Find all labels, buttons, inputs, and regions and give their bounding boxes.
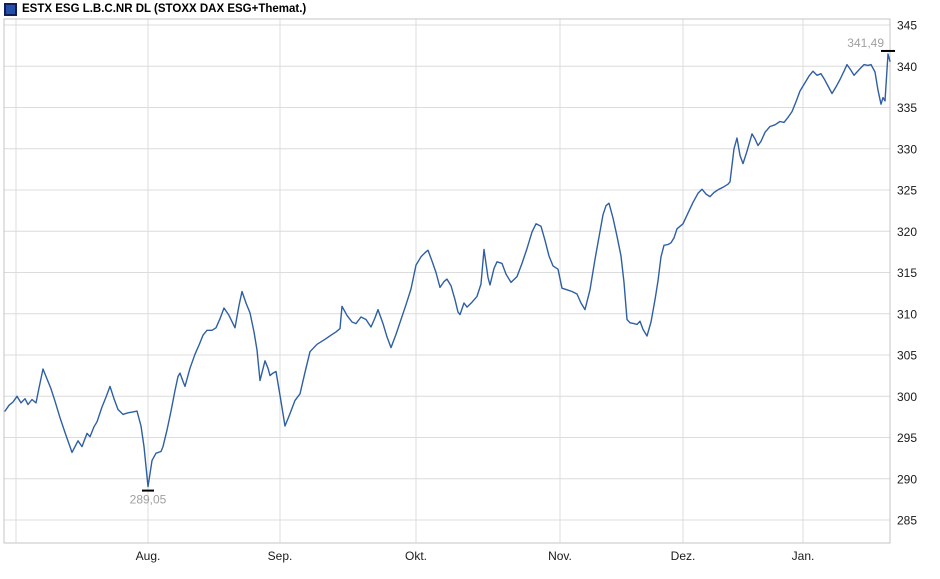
y-axis-label: 330: [897, 142, 917, 156]
y-axis-label: 325: [897, 184, 917, 198]
x-axis-label: Aug.: [136, 549, 161, 563]
y-axis-label: 335: [897, 101, 917, 115]
chart-header: ESTX ESG L.B.C.NR DL (STOXX DAX ESG+Them…: [4, 2, 306, 16]
y-axis-label: 315: [897, 266, 917, 280]
price-line: [4, 53, 891, 488]
chart-title: ESTX ESG L.B.C.NR DL (STOXX DAX ESG+Them…: [22, 3, 307, 15]
y-axis-label: 300: [897, 390, 917, 404]
y-axis-label: 320: [897, 225, 917, 239]
x-axis-label: Nov.: [548, 549, 572, 563]
y-axis-label: 305: [897, 349, 917, 363]
y-axis-label: 285: [897, 514, 917, 528]
x-axis-label: Jan.: [792, 549, 815, 563]
x-axis-label: Sep.: [268, 549, 293, 563]
y-axis-label: 345: [897, 19, 917, 33]
x-axis-label: Okt.: [405, 549, 427, 563]
high-value-label: 341,49: [847, 36, 884, 50]
low-value-label: 289,05: [130, 493, 167, 507]
y-axis-label: 340: [897, 60, 917, 74]
x-axis-label: Dez.: [671, 549, 696, 563]
y-axis-label: 290: [897, 472, 917, 486]
y-axis-label: 295: [897, 431, 917, 445]
plot-border: [3, 18, 891, 544]
y-axis-label: 310: [897, 307, 917, 321]
series-legend-square-icon: [4, 2, 17, 16]
